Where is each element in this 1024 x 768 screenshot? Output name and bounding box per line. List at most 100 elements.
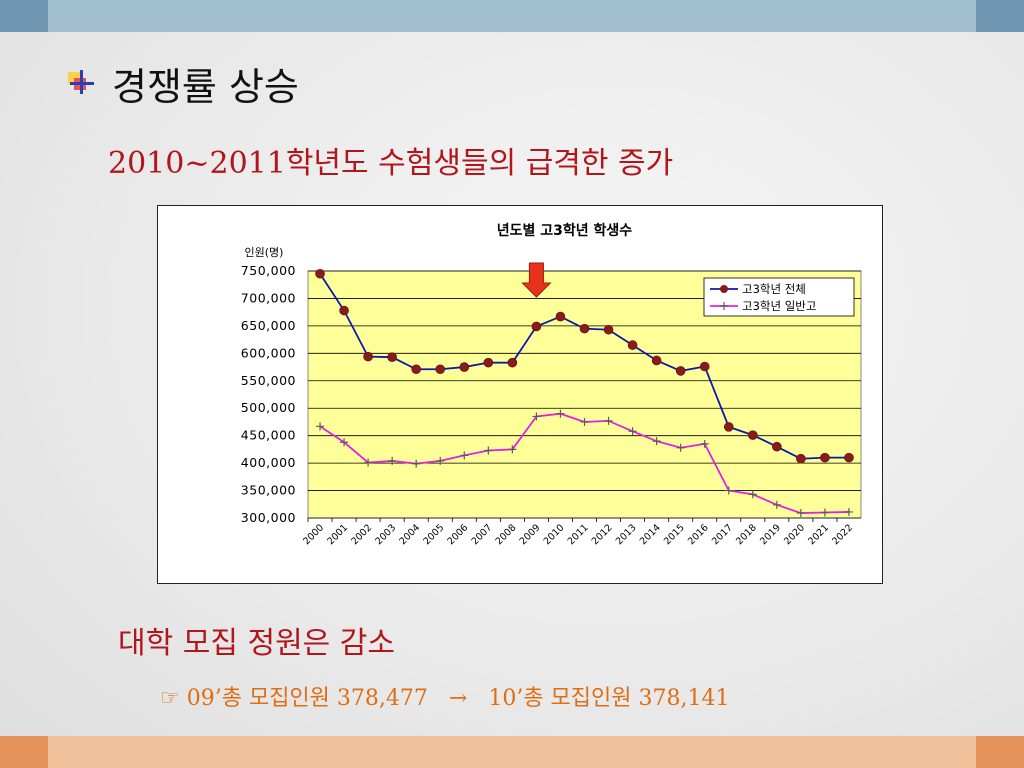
y-tick-label: 650,000 [241, 318, 296, 333]
data-point-total [748, 430, 758, 440]
data-point-total [459, 362, 470, 372]
note-left-text: 09’총 모집인원 378,477 [186, 686, 428, 711]
data-point-total [339, 305, 349, 316]
x-tick-label: 2004 [397, 522, 422, 547]
x-tick-label: 2011 [566, 522, 591, 547]
data-point-general [676, 443, 685, 452]
y-tick-label: 400,000 [241, 455, 296, 470]
data-point-total [627, 340, 638, 350]
y-tick-label: 600,000 [241, 345, 296, 360]
data-point-total [387, 352, 397, 362]
x-tick-label: 2020 [782, 522, 807, 547]
x-tick-label: 2002 [349, 522, 374, 547]
data-point-total [699, 361, 710, 372]
data-point-general [412, 459, 421, 468]
x-tick-label: 2016 [686, 522, 711, 547]
x-tick-label: 2019 [758, 522, 783, 547]
x-tick-label: 2006 [446, 522, 471, 547]
data-point-general [796, 509, 805, 518]
data-point-total [483, 357, 494, 368]
slide-title: 경쟁률 상승 [112, 65, 299, 109]
x-tick-label: 2012 [590, 522, 615, 547]
y-tick-label: 500,000 [241, 400, 296, 415]
bottom-bar [0, 736, 1024, 768]
data-point-general [724, 486, 733, 495]
data-point-total [363, 351, 373, 362]
data-point-general [748, 490, 757, 499]
bottom-bar-right-block [976, 736, 1024, 768]
data-point-total [411, 364, 421, 375]
data-point-general [604, 416, 613, 425]
top-bar-left-block [0, 0, 48, 32]
y-tick-label: 450,000 [241, 428, 296, 443]
y-tick-label: 700,000 [241, 290, 296, 305]
data-point-general [844, 507, 853, 516]
x-tick-label: 2017 [710, 522, 735, 547]
data-point-general [436, 456, 445, 465]
enrollment-note: ☞ 09’총 모집인원 378,477 → 10’총 모집인원 378,141 [160, 680, 729, 712]
data-point-general [340, 438, 349, 447]
data-point-total [531, 321, 542, 332]
data-point-general [580, 417, 589, 426]
x-tick-label: 2015 [662, 522, 687, 547]
y-tick-label: 550,000 [241, 373, 296, 388]
data-point-general [556, 409, 565, 418]
data-point-total [315, 268, 325, 279]
y-tick-label: 350,000 [241, 483, 296, 498]
data-point-general [388, 456, 397, 465]
x-tick-label: 2001 [325, 522, 350, 547]
bullet-icon [68, 70, 94, 94]
data-point-total [796, 453, 806, 464]
data-point-general [700, 439, 709, 448]
y-tick-label: 300,000 [241, 510, 296, 525]
section-heading: 대학 모집 정원은 감소 [118, 626, 396, 661]
legend-marker-total [720, 285, 728, 293]
x-tick-label: 2014 [638, 522, 663, 547]
data-point-total [844, 452, 854, 463]
legend-marker-general [720, 302, 728, 310]
data-point-total [772, 441, 782, 452]
pointing-hand-icon: ☞ [160, 686, 180, 711]
x-tick-label: 2009 [518, 522, 543, 547]
data-point-total [507, 357, 518, 368]
x-tick-label: 2003 [373, 522, 398, 547]
chart-frame: 750,000 700,000 650,000 600,000 550,000 500,0… [157, 205, 883, 584]
x-tick-label: 2000 [301, 522, 326, 547]
top-bar [0, 0, 1024, 32]
legend-box [703, 277, 855, 317]
legend-label-total: 고3학년 전체 [742, 282, 806, 296]
x-tick-label: 2021 [806, 522, 831, 547]
x-tick-label: 2010 [542, 522, 567, 547]
legend-label-general: 고3학년 일반고 [742, 299, 816, 313]
data-point-total [675, 366, 686, 376]
note-right-text: 10’총 모집인원 378,141 [488, 686, 730, 711]
data-point-general [364, 458, 373, 467]
x-tick-label: 2007 [470, 522, 495, 547]
data-point-general [316, 422, 325, 431]
data-point-total [603, 324, 614, 335]
data-point-general [772, 500, 781, 509]
bottom-bar-left-block [0, 736, 48, 768]
highlight-arrow-icon [521, 262, 552, 298]
x-tick-label: 2018 [734, 522, 759, 547]
data-point-general [628, 427, 637, 436]
x-tick-label: 2008 [494, 522, 519, 547]
y-tick-label: 750,000 [241, 263, 296, 278]
data-point-general [652, 437, 661, 446]
x-tick-label: 2013 [614, 522, 639, 547]
chart-title: 년도별 고3학년 학생수 [497, 222, 633, 239]
data-point-general [532, 412, 541, 421]
data-point-total [723, 422, 734, 432]
data-point-general [484, 446, 493, 455]
data-point-total [651, 355, 662, 366]
slide-subtitle: 2010~2011학년도 수험생들의 급격한 증가 [108, 146, 674, 181]
line-chart: 750,000 700,000 650,000 600,000 550,000 500,0… [241, 222, 862, 547]
data-point-general [460, 451, 469, 460]
data-point-total [820, 452, 830, 463]
x-tick-label: 2005 [421, 522, 446, 547]
data-point-total [435, 364, 446, 375]
right-arrow-icon: → [448, 686, 468, 711]
top-bar-right-block [976, 0, 1024, 32]
data-point-total [555, 311, 566, 322]
y-axis-label: 인원(명) [245, 246, 284, 259]
